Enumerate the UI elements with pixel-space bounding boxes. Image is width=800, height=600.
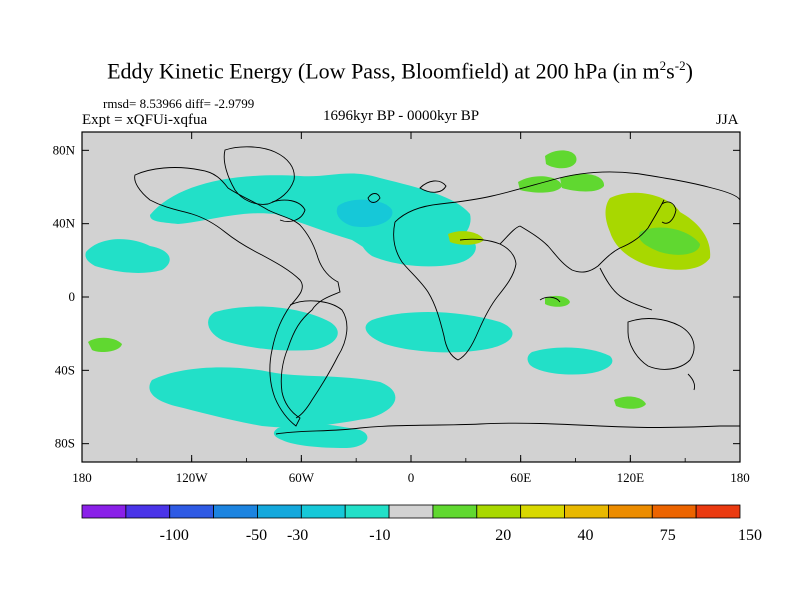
colorbar-label: 150	[738, 527, 762, 544]
anomaly-region-central-atlantic-core	[336, 199, 393, 228]
colorbar-swatch	[651, 504, 697, 519]
anomaly-region-siberia-anomaly-2	[560, 173, 605, 192]
x-tick-label: 60W	[289, 470, 315, 485]
colorbar-label: -100	[160, 527, 189, 544]
colorbar-swatch	[213, 504, 258, 519]
colorbar-swatch	[388, 504, 434, 519]
anomaly-region-northwest-pacific-core	[639, 227, 700, 255]
anomaly-regions	[85, 150, 711, 448]
colorbar-swatch	[125, 504, 171, 519]
season-label: JJA	[716, 112, 739, 128]
x-tick-label: 60E	[510, 470, 531, 485]
period-label: 1696kyr BP - 0000kyr BP	[323, 108, 480, 124]
anomaly-region-eastern-med-anomaly	[448, 231, 484, 245]
x-tick-label: 180	[730, 470, 750, 485]
map-plot-area	[81, 131, 741, 463]
colorbar-swatch	[476, 504, 522, 519]
coastline-segment	[539, 296, 561, 303]
coastline-segment	[419, 180, 447, 193]
coastline-segment	[599, 267, 653, 311]
y-tick-label: 0	[69, 289, 76, 304]
coastline-segment	[661, 201, 677, 224]
y-tick-label: 80N	[53, 142, 76, 157]
anomaly-region-southern-indian-anomaly	[614, 396, 646, 409]
colorbar-label: -30	[287, 527, 308, 544]
y-tick-label: 40S	[55, 362, 75, 377]
anomaly-region-equatorial-atlantic-patch	[545, 295, 570, 307]
colorbar-swatch	[520, 504, 565, 519]
x-tick-label: 120E	[617, 470, 645, 485]
colorbar-label: -50	[246, 527, 267, 544]
coastline-segment	[223, 146, 295, 205]
coastline-segment	[394, 171, 740, 223]
anomaly-region-north-africa-band	[360, 225, 476, 267]
coastline-segment	[627, 318, 695, 370]
map-background	[82, 132, 740, 462]
anomaly-region-south-atlantic-band	[365, 311, 513, 353]
anomaly-region-indian-ocean-south-band	[527, 347, 613, 375]
anomaly-region-arctic-anomaly	[545, 150, 577, 169]
colorbar-label: 40	[578, 527, 594, 544]
anomaly-region-east-pacific-band	[85, 239, 170, 273]
coastline-segment	[459, 225, 521, 245]
x-tick-label: 120W	[176, 470, 209, 485]
colorbar: -100 -50 -30 -10 20 40 75 150	[81, 504, 762, 544]
coastline-segment	[271, 199, 306, 222]
colorbar-swatch	[344, 504, 390, 519]
colorbar-swatch	[300, 504, 346, 519]
colorbar-swatch	[169, 504, 215, 519]
anomaly-region-southwest-pacific-anomaly	[88, 337, 122, 352]
y-tick-label: 80S	[55, 436, 75, 451]
colorbar-swatch	[608, 504, 653, 519]
coastline-segment	[275, 422, 740, 435]
coastline-segment	[687, 373, 695, 391]
colorbar-label: 20	[495, 527, 511, 544]
coastline-segment	[367, 193, 381, 203]
coastline-segment	[519, 199, 665, 273]
coastline-segment	[134, 167, 341, 427]
map-axes: 180 120W 60W 0 60E 120E 180 80N 40N 0 40S 80S	[53, 132, 750, 485]
coastline-segment	[393, 221, 517, 361]
experiment-label: Expt = xQFUi-xqfua	[82, 112, 208, 128]
colorbar-swatch	[432, 504, 478, 519]
colorbar-swatch	[695, 504, 741, 519]
colorbar-label: -10	[369, 527, 390, 544]
y-tick-label: 40N	[53, 216, 76, 231]
colorbar-swatch	[257, 504, 302, 519]
colorbar-swatch	[81, 504, 127, 519]
colorbar-label: 75	[660, 527, 676, 544]
plot-title: Eddy Kinetic Energy (Low Pass, Bloomfiel…	[107, 58, 693, 84]
x-tick-label: 180	[72, 470, 92, 485]
colorbar-swatch	[564, 504, 609, 519]
anomaly-region-southern-ocean-band	[149, 367, 396, 428]
coastline-segment	[289, 300, 348, 419]
anomaly-region-south-pacific-band	[208, 306, 338, 351]
stats-label: rmsd= 8.53966 diff= -2.9799	[103, 96, 255, 111]
x-tick-label: 0	[408, 470, 415, 485]
coastlines	[134, 146, 740, 435]
